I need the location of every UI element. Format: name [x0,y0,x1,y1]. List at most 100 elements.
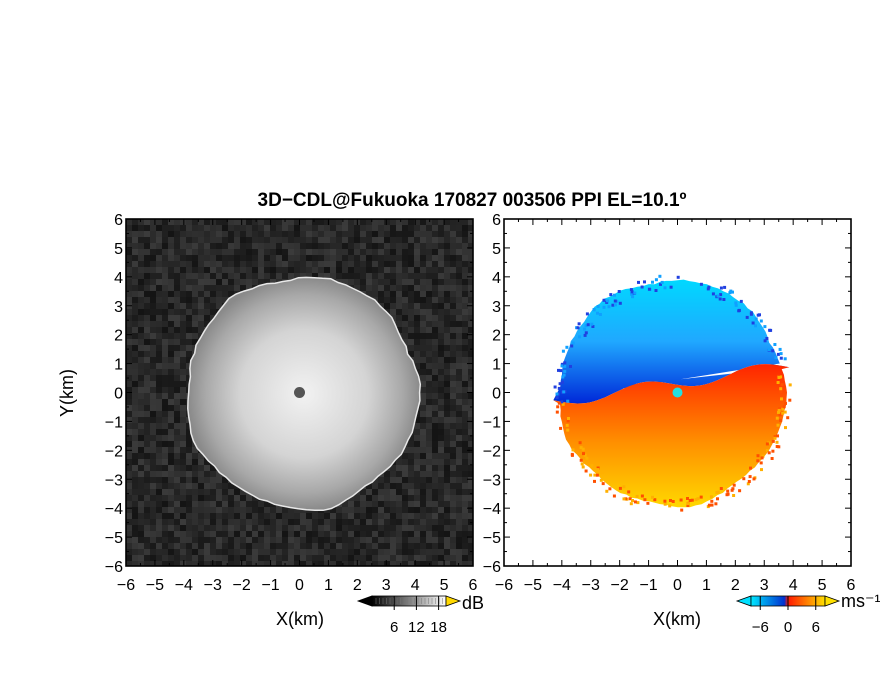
noise-cell [240,507,246,513]
noise-cell [192,483,198,489]
noise-cell [228,549,234,555]
noise-cell [444,285,450,291]
noise-cell [270,513,276,519]
velocity-speckle [779,418,783,422]
noise-cell [462,297,468,303]
noise-cell [144,465,150,471]
noise-cell [180,531,186,537]
noise-cell [276,273,282,279]
velocity-speckle [780,383,784,387]
noise-cell [174,513,180,519]
noise-cell [150,339,156,345]
noise-cell [174,459,180,465]
noise-cell [390,513,396,519]
noise-cell [228,249,234,255]
noise-cell [414,447,420,453]
noise-cell [414,231,420,237]
noise-cell [174,297,180,303]
velocity-speckle [756,454,760,458]
noise-cell [408,447,414,453]
noise-cell [318,231,324,237]
noise-cell [348,279,354,285]
noise-cell [144,375,150,381]
noise-cell [210,555,216,561]
velocity-speckle [633,291,637,295]
noise-cell [186,351,192,357]
noise-cell [432,309,438,315]
noise-cell [342,549,348,555]
noise-cell [234,507,240,513]
velocity-speckle [647,287,651,291]
noise-cell [438,339,444,345]
noise-cell [282,225,288,231]
noise-cell [222,519,228,525]
noise-cell [408,291,414,297]
noise-cell [462,321,468,327]
noise-cell [276,267,282,273]
noise-cell [450,525,456,531]
noise-cell [126,387,132,393]
noise-cell [222,279,228,285]
noise-cell [366,219,372,225]
noise-cell [450,477,456,483]
noise-cell [450,369,456,375]
noise-cell [300,555,306,561]
velocity-speckle [663,499,667,503]
noise-cell [138,273,144,279]
noise-cell [366,483,372,489]
noise-cell [168,339,174,345]
noise-cell [156,267,162,273]
noise-cell [414,549,420,555]
noise-cell [450,501,456,507]
noise-cell [294,225,300,231]
noise-cell [438,249,444,255]
noise-cell [288,225,294,231]
noise-cell [204,261,210,267]
noise-cell [420,411,426,417]
noise-cell [204,507,210,513]
noise-cell [132,435,138,441]
noise-cell [462,531,468,537]
noise-cell [144,519,150,525]
noise-cell [432,279,438,285]
noise-cell [444,441,450,447]
noise-cell [456,507,462,513]
noise-cell [132,285,138,291]
noise-cell [450,375,456,381]
velocity-speckle [784,401,787,405]
noise-cell [462,363,468,369]
velocity-speckle [613,299,617,303]
colorbar-tick-label: 0 [784,619,792,636]
noise-cell [318,525,324,531]
noise-cell [402,303,408,309]
noise-cell [270,519,276,525]
noise-cell [174,309,180,315]
noise-cell [168,405,174,411]
noise-cell [264,507,270,513]
velocity-speckle [716,497,719,501]
noise-cell [444,267,450,273]
noise-cell [414,261,420,267]
noise-cell [270,249,276,255]
noise-cell [324,255,330,261]
y-tick-label: 0 [114,386,123,403]
noise-cell [156,309,162,315]
noise-cell [444,555,450,561]
noise-cell [462,507,468,513]
noise-cell [144,219,150,225]
noise-cell [174,327,180,333]
noise-cell [444,429,450,435]
noise-cell [300,261,306,267]
noise-cell [192,471,198,477]
noise-cell [378,243,384,249]
noise-cell [420,495,426,501]
noise-cell [174,243,180,249]
noise-cell [372,525,378,531]
noise-cell [294,543,300,549]
noise-cell [240,273,246,279]
velocity-speckle [767,348,771,352]
noise-cell [174,423,180,429]
velocity-speckle [688,499,692,502]
noise-cell [468,501,473,507]
noise-cell [186,495,192,501]
